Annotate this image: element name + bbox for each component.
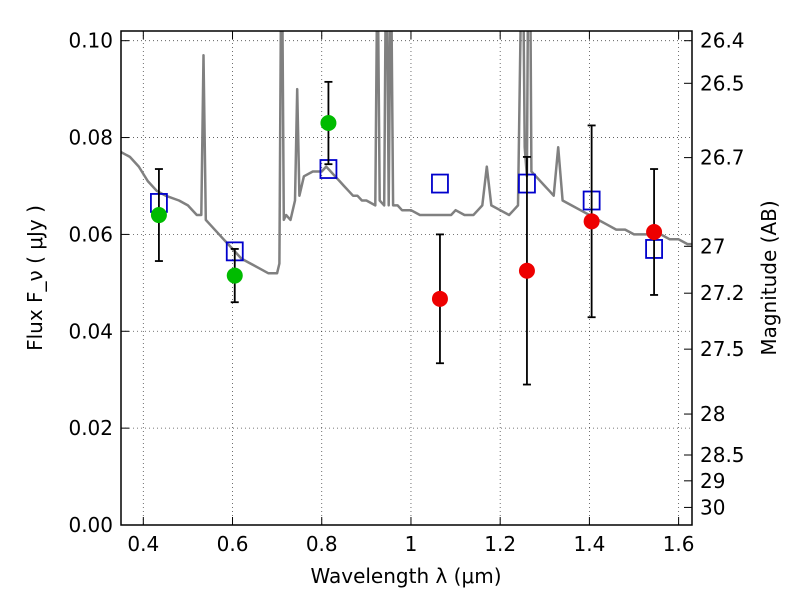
y2-tick-label: 26.5 bbox=[700, 71, 745, 95]
green-data-point bbox=[320, 115, 337, 132]
axis-ticks: 0.4 0.6 0.8 1 1.2 1.4 1.6 0.00 0.02 0.04 0.06 0.08 0… bbox=[68, 29, 744, 556]
y-tick-label: 0.08 bbox=[68, 126, 113, 150]
y2-tick-label: 27 bbox=[700, 234, 725, 258]
red-data-point bbox=[583, 213, 600, 230]
x-tick-label: 0.6 bbox=[217, 532, 249, 556]
y2-tick-label: 28 bbox=[700, 402, 725, 426]
y2-tick-label: 26.4 bbox=[700, 29, 745, 53]
green-data-point bbox=[150, 207, 167, 224]
y-tick-label: 0.06 bbox=[68, 222, 113, 246]
y2-tick-label: 30 bbox=[700, 495, 725, 519]
y-tick-label: 0.04 bbox=[68, 319, 113, 343]
y2-tick-label: 26.7 bbox=[700, 146, 745, 170]
y2-tick-label: 27.2 bbox=[700, 281, 745, 305]
x-tick-label: 0.8 bbox=[306, 532, 338, 556]
plot-frame bbox=[120, 30, 693, 526]
model-photometry-box bbox=[431, 173, 449, 194]
y-tick-label: 0.00 bbox=[68, 513, 113, 537]
y-tick-label: 0.02 bbox=[68, 416, 113, 440]
x-tick-label: 1.4 bbox=[573, 532, 605, 556]
grid-lines bbox=[121, 31, 692, 526]
y2-tick-label: 27.5 bbox=[700, 337, 745, 361]
plot-area bbox=[121, 31, 692, 386]
green-data-point bbox=[226, 267, 243, 284]
x-tick-label: 1.2 bbox=[484, 532, 516, 556]
y-tick-label: 0.10 bbox=[68, 29, 113, 53]
red-data-point bbox=[646, 223, 663, 240]
x-axis-title: Wavelength λ (μm) bbox=[310, 564, 501, 588]
y-axis-title: Flux F_ν ( μJy ) bbox=[23, 205, 47, 351]
y2-axis-title: Magnitude (AB) bbox=[757, 200, 781, 355]
x-tick-label: 0.4 bbox=[127, 532, 159, 556]
red-data-point bbox=[431, 290, 448, 307]
model-spectrum-line bbox=[121, 31, 692, 275]
red-data-point bbox=[518, 262, 535, 279]
y2-tick-label: 29 bbox=[700, 469, 725, 493]
y2-tick-label: 28.5 bbox=[700, 443, 745, 467]
x-tick-label: 1 bbox=[405, 532, 418, 556]
x-tick-label: 1.6 bbox=[663, 532, 695, 556]
